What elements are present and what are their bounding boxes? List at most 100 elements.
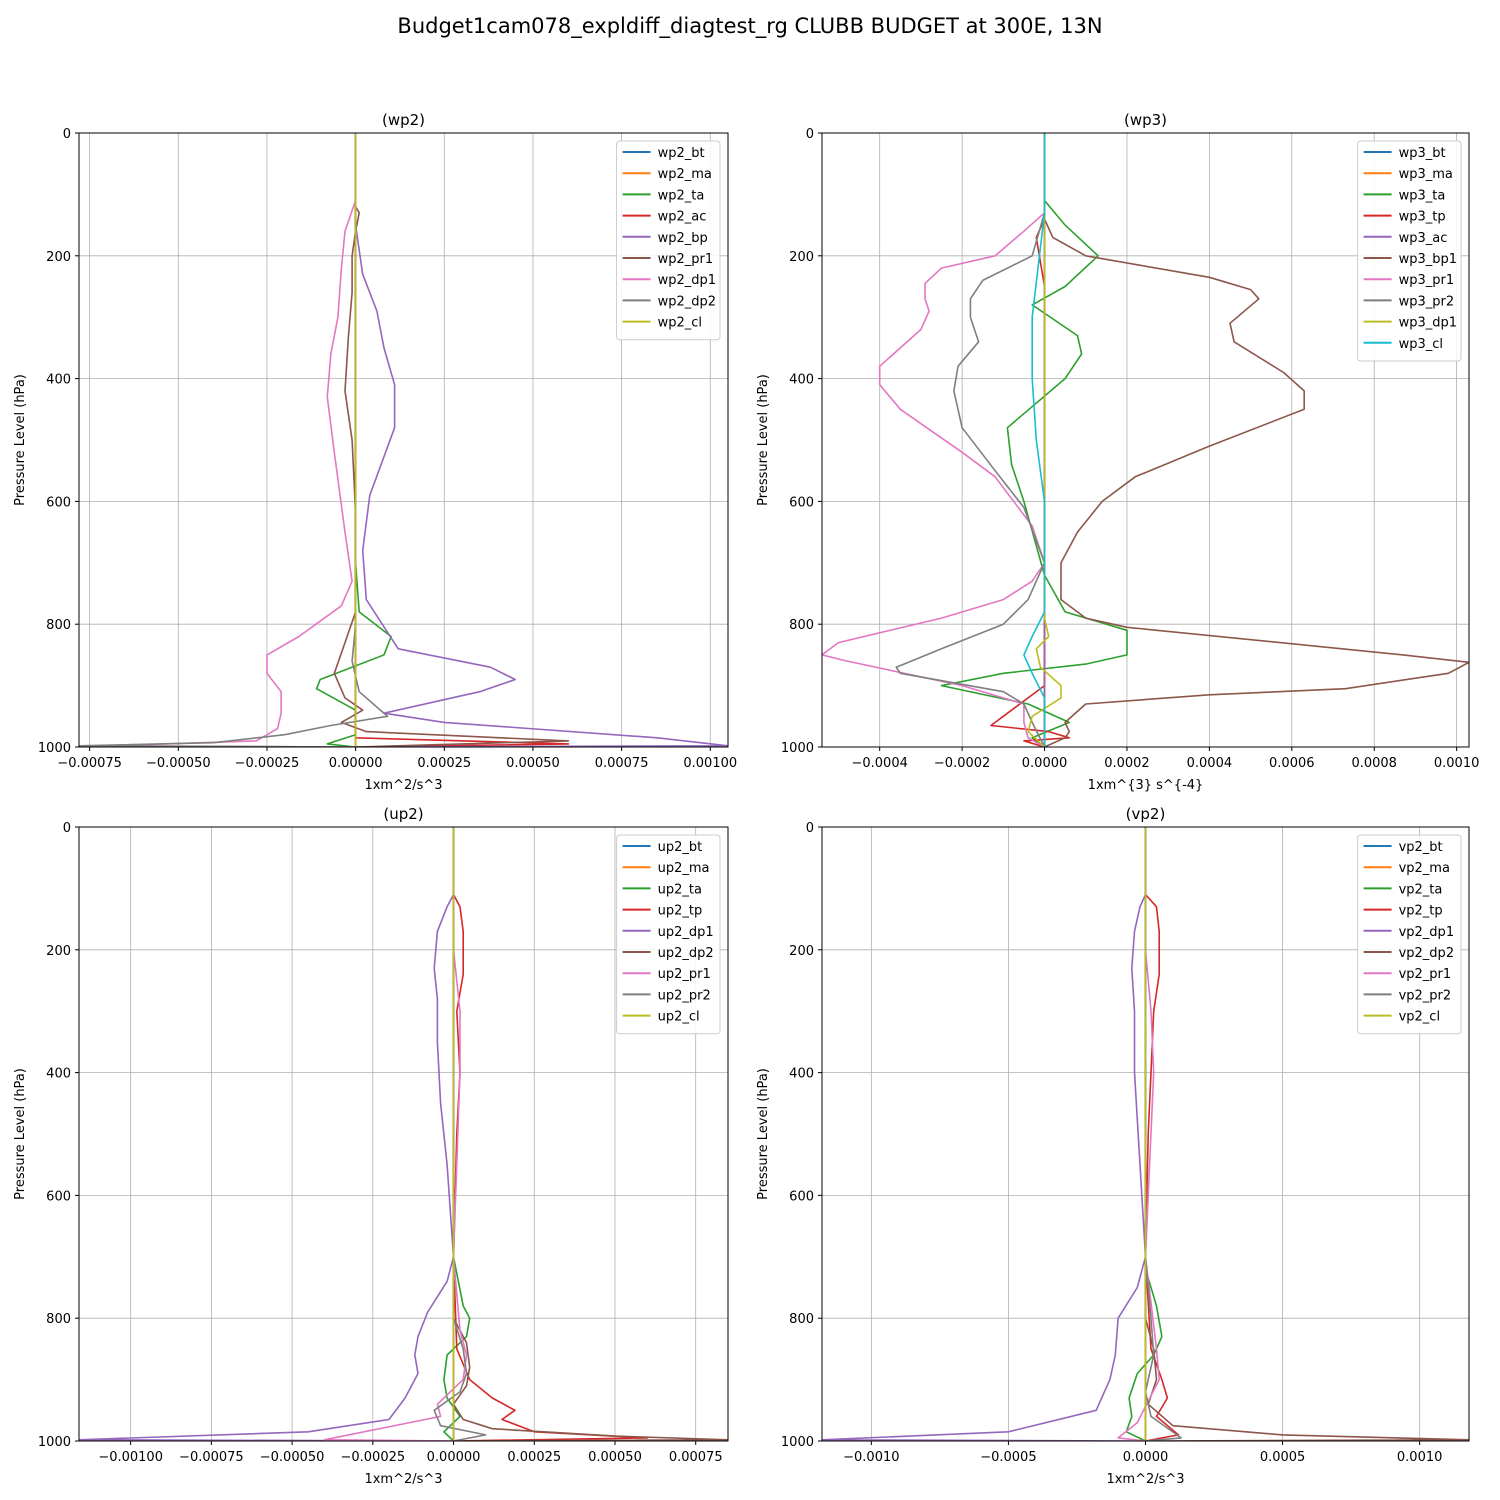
legend-label: wp2_cl [658, 316, 702, 331]
legend-box [616, 140, 721, 341]
series-line-wp3_ta [940, 133, 1128, 747]
x-tick-label: 0.00075 [595, 756, 649, 771]
legend-label: vp2_tp [1399, 904, 1443, 919]
legend-label: up2_pr1 [658, 967, 711, 982]
x-axis-label: 1xm^2/s^3 [364, 778, 442, 793]
series-line-wp3_cl [1023, 133, 1046, 747]
series-line-up2_pr1 [323, 827, 468, 1441]
y-tick-label: 800 [46, 1312, 71, 1327]
y-tick-label: 0 [63, 127, 71, 142]
legend-label: wp2_pr1 [658, 252, 714, 267]
x-tick-label: 0.00025 [417, 756, 471, 771]
series-line-vp2_dp1 [822, 827, 1147, 1441]
legend-label: up2_cl [658, 1010, 700, 1025]
x-axis-label: 1xm^2/s^3 [364, 1472, 442, 1487]
chart-panel-up2: −0.00100 −0.00075 −0.00050 −0.00025 0.00000 0… [13, 805, 729, 1487]
legend-label: up2_dp1 [658, 925, 714, 940]
y-tick-label: 800 [46, 618, 71, 633]
legend-label: wp3_tp [1399, 210, 1446, 225]
y-tick-label: 0 [63, 821, 71, 836]
x-tick-label: −0.0010 [843, 1450, 899, 1465]
x-tick-label: −0.00025 [235, 756, 300, 771]
y-tick-label: 1000 [38, 1435, 71, 1450]
x-tick-label: −0.00050 [146, 756, 211, 771]
x-tick-label: 0.00050 [506, 756, 560, 771]
legend: vp2_bt vp2_ma vp2_ta vp2_tp vp2_dp1 vp2_dp2vp… [1357, 834, 1462, 1035]
legend-label: wp2_dp1 [658, 273, 716, 288]
axes-frame [78, 132, 729, 748]
legend-label: wp2_ma [658, 167, 712, 182]
legend-label: wp2_ac [658, 210, 707, 225]
legend-label: wp3_cl [1399, 337, 1443, 352]
legend-label: wp3_ta [1399, 188, 1446, 203]
x-tick-label: 0.0000 [1022, 756, 1068, 771]
legend-label: wp3_dp1 [1399, 316, 1457, 331]
x-tick-label: 0.0006 [1269, 756, 1315, 771]
legend-label: wp3_pr1 [1399, 273, 1455, 288]
series-line-wp2_ta [315, 133, 392, 747]
x-tick-label: 0.0002 [1104, 756, 1150, 771]
x-tick-label: 0.00100 [683, 756, 737, 771]
legend-box [1357, 834, 1462, 1035]
y-tick-label: 400 [46, 373, 71, 388]
series-line-wp3_pr2 [895, 133, 1046, 747]
x-tick-label: 0.0000 [1123, 1450, 1169, 1465]
legend-label: wp2_bp [658, 231, 708, 246]
y-tick-label: 600 [789, 495, 814, 510]
series-group [79, 827, 728, 1441]
y-axis-label: Pressure Level (hPa) [13, 374, 28, 506]
axes-title: (vp2) [1126, 805, 1166, 823]
legend-label: vp2_ma [1399, 861, 1450, 876]
x-tick-label: 0.00025 [507, 1450, 561, 1465]
legend-box [1357, 140, 1462, 362]
x-tick-label: 0.00075 [669, 1450, 723, 1465]
y-tick-label: 200 [789, 250, 814, 265]
legend-label: wp3_bp1 [1399, 252, 1457, 267]
axes-title: (wp3) [1124, 111, 1167, 129]
x-tick-label: −0.0005 [980, 1450, 1036, 1465]
legend-label: up2_bt [658, 840, 703, 855]
series-group [79, 133, 728, 747]
legend-box [616, 834, 721, 1035]
y-axis-label: Pressure Level (hPa) [756, 1068, 771, 1200]
legend-label: vp2_ta [1399, 882, 1443, 897]
chart-panel-vp2: −0.0010 −0.0005 0.0000 0.0005 0.0010 0 200 400 6… [756, 805, 1470, 1487]
x-tick-label: 0.0005 [1260, 1450, 1306, 1465]
y-tick-label: 0 [806, 127, 814, 142]
x-axis-label: 1xm^2/s^3 [1106, 1472, 1184, 1487]
legend: wp2_bt wp2_ma wp2_ta wp2_ac wp2_bp wp2_pr1 wp2… [616, 140, 721, 341]
series-line-wp2_dp1 [106, 133, 357, 747]
y-tick-label: 1000 [781, 741, 814, 756]
legend-label: vp2_dp2 [1399, 946, 1455, 961]
series-line-wp3_pr1 [822, 133, 1046, 747]
x-tick-label: 0.0010 [1397, 1450, 1443, 1465]
legend-label: wp3_ma [1399, 167, 1453, 182]
y-tick-label: 800 [789, 618, 814, 633]
legend-label: vp2_cl [1399, 1010, 1440, 1025]
y-tick-label: 400 [789, 373, 814, 388]
y-tick-label: 800 [789, 1312, 814, 1327]
legend-label: wp2_dp2 [658, 294, 716, 309]
series-line-up2_dp1 [79, 827, 455, 1441]
series-line-vp2_pr2 [1144, 827, 1182, 1441]
x-tick-label: −0.00050 [260, 1450, 325, 1465]
legend-label: up2_tp [658, 904, 703, 919]
y-tick-label: 1000 [38, 741, 71, 756]
axes-frame [78, 826, 729, 1442]
series-group [822, 827, 1469, 1441]
x-axis-label: 1xm^{3} s^{-4} [1088, 778, 1204, 793]
series-line-vp2_pr1 [1117, 827, 1160, 1441]
legend: up2_bt up2_ma up2_ta up2_tp up2_dp1 up2_dp2up… [616, 834, 721, 1035]
legend-label: wp3_bt [1399, 146, 1446, 161]
legend-label: up2_pr2 [658, 988, 711, 1003]
series-line-wp3_bp1 [1043, 133, 1469, 747]
y-axis-label: Pressure Level (hPa) [13, 1068, 28, 1200]
legend-label: wp2_ta [658, 188, 705, 203]
x-tick-label: 0.0004 [1187, 756, 1233, 771]
series-line-wp2_ac [354, 133, 570, 747]
y-tick-label: 600 [46, 1189, 71, 1204]
legend-label: up2_ta [658, 882, 702, 897]
series-line-vp2_tp [1144, 827, 1180, 1441]
legend-label: wp3_pr2 [1399, 294, 1455, 309]
